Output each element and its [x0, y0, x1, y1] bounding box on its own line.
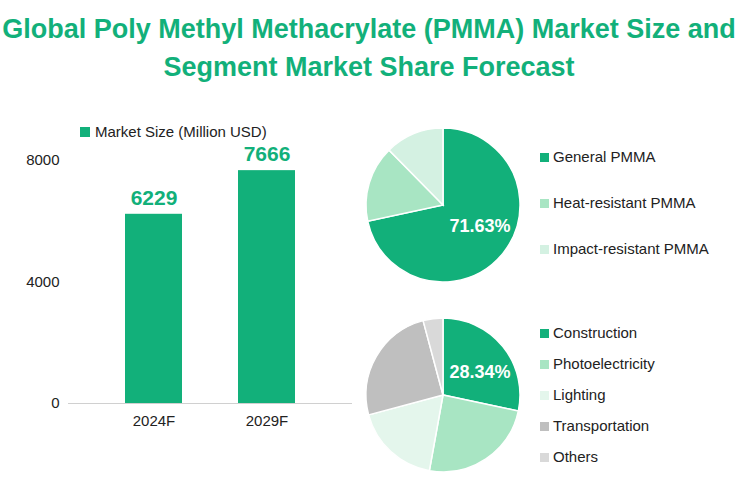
svg-text:Others: Others	[553, 448, 598, 465]
svg-text:Transportation: Transportation	[553, 417, 649, 434]
svg-text:4000: 4000	[26, 273, 59, 290]
svg-text:Construction: Construction	[553, 324, 637, 341]
svg-text:2024F: 2024F	[133, 412, 176, 429]
svg-text:Lighting: Lighting	[553, 386, 606, 403]
svg-text:General PMMA: General PMMA	[553, 148, 656, 165]
svg-text:Impact-resistant PMMA: Impact-resistant PMMA	[553, 240, 709, 257]
svg-text:2029F: 2029F	[246, 412, 289, 429]
html-text:Global Poly Methyl Methacrylat: Global Poly Methyl Methacrylate (PMMA) M…	[2, 14, 736, 82]
svg-text:28.34%: 28.34%	[449, 362, 510, 382]
html-text:Market Size (Million USD): Market Size (Million USD)	[95, 123, 267, 140]
svg-text:8000: 8000	[26, 151, 59, 168]
svg-text:6229: 6229	[131, 186, 178, 209]
svg-text:7666: 7666	[244, 142, 291, 165]
svg-text:Photoelectricity: Photoelectricity	[553, 355, 655, 372]
svg-text:Heat-resistant PMMA: Heat-resistant PMMA	[553, 194, 696, 211]
svg-text:0: 0	[51, 394, 59, 411]
svg-text:71.63%: 71.63%	[449, 216, 510, 236]
